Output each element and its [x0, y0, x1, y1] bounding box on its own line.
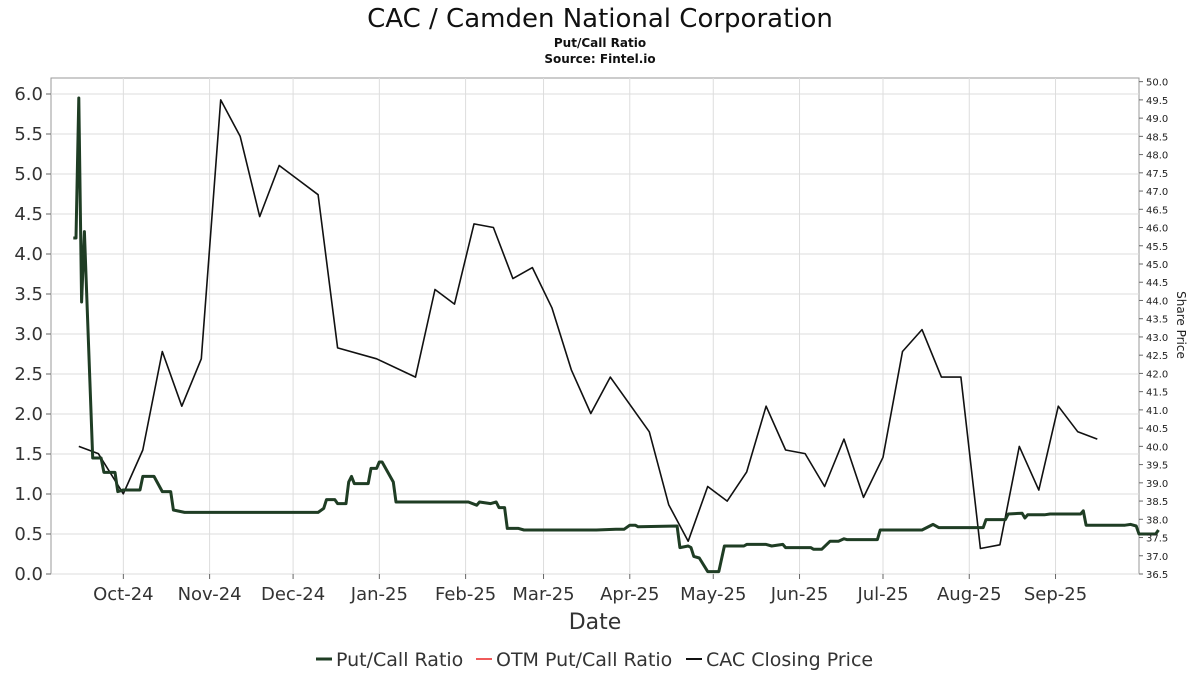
x-tick-label: Jun-25: [770, 584, 829, 605]
right-y-tick-label: 39.0: [1146, 479, 1168, 490]
x-tick-label: Feb-25: [435, 584, 496, 605]
left-y-tick-label: 5.5: [14, 124, 43, 145]
right-y-tick-label: 37.0: [1146, 552, 1168, 563]
right-y-tick-label: 40.0: [1146, 442, 1168, 453]
legend-item: CAC Closing Price: [686, 649, 873, 671]
right-y-tick-label: 38.5: [1146, 497, 1168, 508]
left-y-axis: 0.0 0.5 1.0 1.5 2.0 2.5 3.0 3.5 4.0 4.5 5.0 5.5 6.0: [14, 84, 51, 585]
left-y-tick-label: 1.0: [14, 484, 43, 505]
right-y-axis: 36.5 37.0 37.5 38.0 38.5 39.0 39.5 40.0 40.5 41.0…: [1139, 78, 1168, 581]
left-y-tick-label: 1.5: [14, 444, 43, 465]
x-tick-label: Nov-24: [178, 584, 242, 605]
right-y-tick-label: 43.5: [1146, 315, 1168, 326]
x-axis-label: Date: [569, 610, 622, 635]
right-y-tick-label: 49.5: [1146, 96, 1168, 107]
left-y-tick-label: 2.0: [14, 404, 43, 425]
x-tick-label: Aug-25: [937, 584, 1002, 605]
left-y-tick-label: 2.5: [14, 364, 43, 385]
right-y-axis-label: Share Price: [1174, 291, 1188, 359]
right-y-tick-label: 38.0: [1146, 515, 1168, 526]
right-y-tick-label: 47.0: [1146, 187, 1168, 198]
right-y-tick-label: 47.5: [1146, 169, 1168, 180]
legend-item: Put/Call Ratio: [316, 649, 463, 671]
left-y-tick-label: 6.0: [14, 84, 43, 105]
right-y-tick-label: 46.0: [1146, 224, 1168, 235]
x-tick-label: Sep-25: [1024, 584, 1087, 605]
chart-subtitle: Put/Call Ratio: [554, 36, 646, 50]
left-y-tick-label: 0.5: [14, 524, 43, 545]
right-y-tick-label: 44.0: [1146, 296, 1168, 307]
series-layer: [73, 96, 1160, 574]
left-y-tick-label: 5.0: [14, 164, 43, 185]
chart-source: Source: Fintel.io: [544, 52, 655, 66]
right-y-tick-label: 40.5: [1146, 424, 1168, 435]
series-line-cac-closing-price: [78, 99, 1098, 550]
legend-label: CAC Closing Price: [706, 649, 873, 671]
legend-label: Put/Call Ratio: [336, 649, 463, 671]
right-y-tick-label: 45.5: [1146, 242, 1168, 253]
right-y-tick-label: 41.0: [1146, 406, 1168, 417]
y-gridlines: [51, 93, 1139, 575]
x-tick-label: May-25: [680, 584, 746, 605]
x-tick-label: Apr-25: [600, 584, 659, 605]
right-y-tick-label: 48.0: [1146, 151, 1168, 162]
x-gridlines: [122, 78, 1057, 574]
right-y-tick-label: 42.0: [1146, 369, 1168, 380]
plot-area: [50, 77, 1140, 575]
right-y-tick-label: 48.5: [1146, 132, 1168, 143]
right-y-tick-label: 46.5: [1146, 205, 1168, 216]
right-y-tick-label: 50.0: [1146, 78, 1168, 89]
legend-item: OTM Put/Call Ratio: [476, 649, 672, 671]
legend: Put/Call Ratio OTM Put/Call Ratio CAC Clos…: [316, 649, 873, 671]
right-y-tick-label: 39.5: [1146, 461, 1168, 472]
left-y-tick-label: 0.0: [14, 564, 43, 585]
right-y-tick-label: 37.5: [1146, 534, 1168, 545]
right-y-tick-label: 49.0: [1146, 114, 1168, 125]
x-axis: Oct-24 Nov-24 Dec-24 Jan-25 Feb-25 Mar-25 Apr-…: [93, 574, 1087, 605]
x-tick-label: Jan-25: [350, 584, 408, 605]
x-tick-label: Oct-24: [93, 584, 154, 605]
right-y-tick-label: 44.5: [1146, 278, 1168, 289]
chart-title: CAC / Camden National Corporation: [367, 4, 833, 34]
x-tick-label: Dec-24: [261, 584, 325, 605]
left-y-tick-label: 3.5: [14, 284, 43, 305]
legend-label: OTM Put/Call Ratio: [496, 649, 672, 671]
right-y-tick-label: 42.5: [1146, 351, 1168, 362]
left-y-tick-label: 3.0: [14, 324, 43, 345]
right-y-tick-label: 45.0: [1146, 260, 1168, 271]
right-y-tick-label: 41.5: [1146, 388, 1168, 399]
x-tick-label: Mar-25: [512, 584, 574, 605]
left-y-tick-label: 4.0: [14, 244, 43, 265]
right-y-tick-label: 36.5: [1146, 570, 1168, 581]
right-y-tick-label: 43.0: [1146, 333, 1168, 344]
x-tick-label: Jul-25: [856, 584, 908, 605]
series-line-put-call-ratio: [73, 96, 1160, 574]
left-y-tick-label: 4.5: [14, 204, 43, 225]
